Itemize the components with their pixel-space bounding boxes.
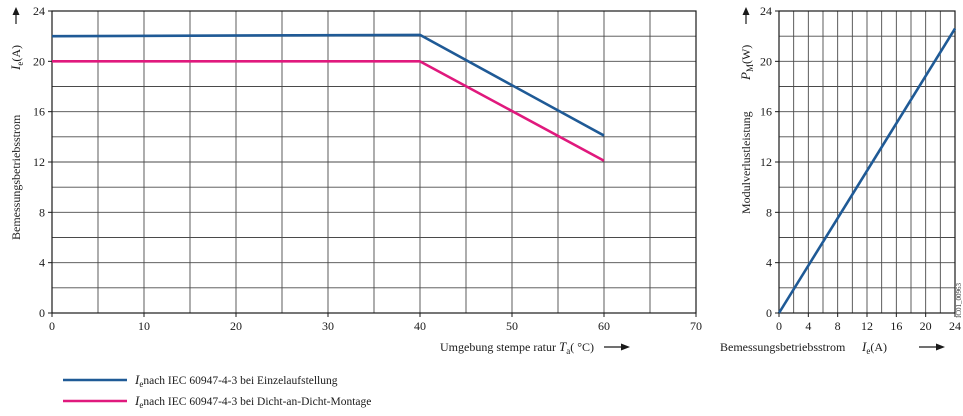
power-loss-x-axis-unit: (A) [870, 340, 887, 354]
derating-y-tick-label: 20 [33, 54, 45, 68]
power-loss-y-tick-label: 4 [766, 256, 772, 270]
derating-series [51, 33, 605, 162]
power-loss-y-tick-label: 12 [760, 155, 772, 169]
derating-x-axis-label-text: Umgebung stempe ratur [440, 340, 559, 354]
legend-dicht-text: nach IEC 60947-4-3 bei Dicht-an-Dicht-Mo… [143, 396, 371, 408]
derating-y-axis-arrow [12, 7, 20, 24]
legend-label-einzel: Ienach IEC 60947-4-3 bei Einzelaufstellu… [134, 372, 338, 389]
derating-chart: 0 10 20 30 40 50 60 70 0 4 8 12 16 20 24 Bemessungsbe… [8, 4, 702, 356]
derating-x-tick-label: 60 [598, 319, 610, 333]
power-loss-x-tick-labels: 0 4 8 12 16 20 24 [776, 313, 961, 333]
legend-entry-einzel: Ienach IEC 60947-4-3 bei Einzelaufstellu… [63, 372, 338, 389]
derating-x-tick-label: 10 [138, 319, 150, 333]
derating-y-axis-symbol-sub: e [15, 62, 25, 66]
derating-y-axis-symbol: Ie(A) [8, 45, 25, 71]
power-loss-x-tick-label: 4 [805, 319, 811, 333]
power-loss-x-tick-label: 0 [776, 319, 782, 333]
power-loss-y-axis-symbol-letter: P [738, 72, 753, 81]
power-loss-y-tick-label: 0 [766, 306, 772, 320]
power-loss-y-tick-label: 8 [766, 205, 772, 219]
derating-y-axis-label: Bemessungsbetriebsstrom [9, 114, 23, 240]
derating-y-tick-label: 24 [33, 4, 45, 18]
power-loss-series [777, 27, 957, 314]
power-loss-y-axis-symbol-sub: M [745, 64, 755, 72]
derating-x-tick-label: 20 [230, 319, 242, 333]
power-loss-y-axis-label-text: Modulverlustleistung [739, 111, 753, 214]
legend-dicht-symbol: I [134, 393, 140, 408]
power-loss-x-axis-label: Bemessungsbetriebsstrom [720, 340, 846, 354]
power-loss-x-axis-arrow [919, 343, 945, 351]
power-loss-series-line-0 [777, 27, 957, 314]
derating-x-axis-label: Umgebung stempe ratur Ta( °C) [440, 339, 594, 356]
derating-y-tick-label: 8 [39, 205, 45, 219]
legend-einzel-text: nach IEC 60947-4-3 bei Einzelaufstellung [143, 375, 337, 387]
power-loss-x-axis-symbol-sub: e [866, 346, 870, 356]
power-loss-grid [779, 11, 955, 313]
derating-x-tick-label: 30 [322, 319, 334, 333]
derating-series-line-1 [52, 60, 605, 162]
derating-y-tick-labels: 0 4 8 12 16 20 24 [33, 4, 52, 320]
derating-x-tick-label: 0 [49, 319, 55, 333]
power-loss-x-tick-label: 16 [890, 319, 902, 333]
derating-y-axis-symbol-letter: I [8, 65, 23, 71]
legend-dicht-symbol-sub: e [139, 400, 143, 410]
derating-x-tick-label: 40 [414, 319, 426, 333]
derating-x-axis-unit: ( °C) [570, 340, 594, 354]
derating-y-tick-label: 12 [33, 155, 45, 169]
legend-label-dicht: Ienach IEC 60947-4-3 bei Dicht-an-Dicht-… [134, 393, 371, 410]
power-loss-y-axis-arrow [742, 7, 750, 24]
derating-x-tick-label: 70 [690, 319, 702, 333]
derating-y-tick-label: 16 [33, 105, 45, 119]
power-loss-y-tick-label: 20 [760, 54, 772, 68]
legend-einzel-symbol: I [134, 372, 140, 387]
power-loss-x-axis-label-text: Bemessungsbetriebsstrom [720, 340, 846, 354]
derating-x-tick-label: 50 [506, 319, 518, 333]
derating-x-tick-labels: 0 10 20 30 40 50 60 70 [49, 313, 702, 333]
power-loss-x-tick-label: 20 [920, 319, 932, 333]
power-loss-y-axis-unit: (W) [739, 45, 753, 64]
derating-series-line-0 [51, 33, 605, 137]
power-loss-y-axis-label: Modulverlustleistung [739, 111, 753, 214]
derating-y-tick-label: 4 [39, 256, 45, 270]
legend-einzel-symbol-sub: e [139, 379, 143, 389]
derating-y-tick-label: 0 [39, 306, 45, 320]
power-loss-x-tick-label: 8 [835, 319, 841, 333]
power-loss-x-tick-label: 12 [861, 319, 873, 333]
derating-x-axis-arrow [604, 343, 630, 351]
derating-y-axis-label-text: Bemessungsbetriebsstrom [9, 114, 23, 240]
derating-y-axis-unit: (A) [9, 45, 23, 62]
figure-code: IC01_00963 [955, 283, 963, 319]
power-loss-y-tick-labels: 0 4 8 12 16 20 24 [760, 4, 779, 320]
derating-x-axis-symbol: T [559, 339, 567, 354]
power-loss-y-tick-label: 16 [760, 105, 772, 119]
power-loss-y-axis-symbol: PM(W) [738, 45, 755, 81]
power-loss-x-axis-symbol: Ie(A) [861, 339, 887, 356]
power-loss-x-axis-symbol-letter: I [861, 339, 867, 354]
power-loss-y-tick-label: 24 [760, 4, 772, 18]
derating-grid [52, 11, 696, 313]
legend: Ienach IEC 60947-4-3 bei Einzelaufstellu… [63, 372, 371, 410]
power-loss-chart: 0 4 8 12 16 20 24 0 4 8 12 16 20 24 Modulverlustleis… [720, 4, 963, 356]
legend-entry-dicht: Ienach IEC 60947-4-3 bei Dicht-an-Dicht-… [63, 393, 371, 410]
derating-x-axis-symbol-sub: a [566, 346, 570, 356]
power-loss-x-tick-label: 24 [949, 319, 961, 333]
